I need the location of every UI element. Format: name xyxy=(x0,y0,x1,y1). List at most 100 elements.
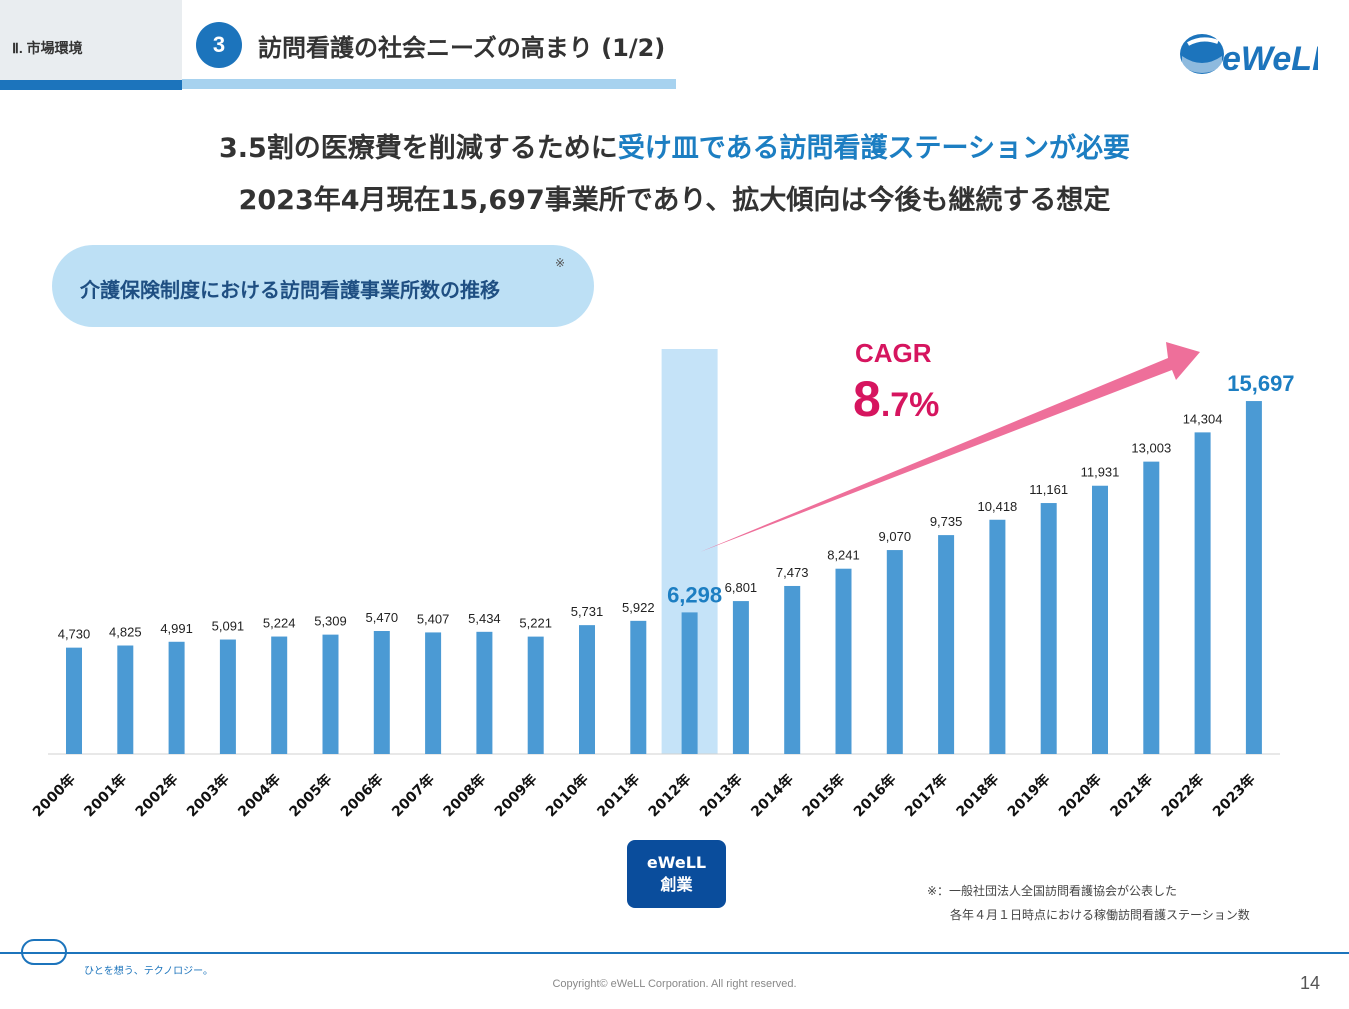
bar-2022年 xyxy=(1194,432,1211,754)
value-label-2017年: 9,735 xyxy=(930,514,963,529)
x-tick-2021年: 2021年 xyxy=(1107,771,1156,820)
x-tick-2020年: 2020年 xyxy=(1055,771,1104,820)
value-label-2019年: 11,161 xyxy=(1029,482,1068,497)
x-tick-2019年: 2019年 xyxy=(1004,771,1053,820)
bar-2021年 xyxy=(1143,461,1160,754)
x-tick-2002年: 2002年 xyxy=(132,771,181,820)
value-label-2011年: 5,922 xyxy=(622,600,655,615)
chart-title-pill xyxy=(52,245,594,327)
value-label-2010年: 5,731 xyxy=(571,604,604,619)
value-label-2022年: 14,304 xyxy=(1183,411,1223,426)
ewell-logo: eWeLL xyxy=(1180,34,1318,78)
bar-2002年 xyxy=(168,641,185,754)
bar-2000年 xyxy=(66,647,82,754)
x-tick-2014年: 2014年 xyxy=(748,771,797,820)
ewell-founding-line-1: eWeLL xyxy=(646,853,707,872)
value-label-2004年: 5,224 xyxy=(263,616,296,631)
bar-2001年 xyxy=(117,645,134,754)
x-tick-2000年: 2000年 xyxy=(29,771,78,820)
bar-2011年 xyxy=(630,620,647,754)
section-tab xyxy=(0,0,182,80)
x-tick-2008年: 2008年 xyxy=(440,771,489,820)
bar-2012年 xyxy=(681,612,698,754)
x-tick-2005年: 2005年 xyxy=(286,771,335,820)
value-label-2014年: 7,473 xyxy=(776,565,809,580)
value-label-2000年: 4,730 xyxy=(58,627,91,642)
headline-line-1: 3.5割の医療費を削減するために受け皿である訪問看護ステーションが必要 xyxy=(0,126,1349,165)
x-tick-2016年: 2016年 xyxy=(850,771,899,820)
x-tick-2006年: 2006年 xyxy=(337,771,386,820)
x-tick-2017年: 2017年 xyxy=(901,771,950,820)
cagr-value: 8.7% xyxy=(853,371,939,427)
page-number: 14 xyxy=(1300,973,1321,993)
x-tick-2003年: 2003年 xyxy=(183,771,232,820)
footer-e-logo-icon xyxy=(0,939,67,965)
headline-line-1-part-b: 受け皿である訪問看護ステーションが必要 xyxy=(617,133,1131,164)
value-label-2001年: 4,825 xyxy=(109,625,142,640)
value-label-2006年: 5,470 xyxy=(366,610,399,625)
source-note-line-1: ※：一般社団法人全国訪問看護協会が公表した xyxy=(927,884,1178,898)
x-tick-2012年: 2012年 xyxy=(645,771,694,820)
x-tick-2009年: 2009年 xyxy=(491,771,540,820)
bar-2008年 xyxy=(476,631,493,754)
ewell-founding-badge: eWeLL 創業 xyxy=(627,840,726,908)
bar-2020年 xyxy=(1092,485,1108,754)
x-tick-2007年: 2007年 xyxy=(388,771,437,820)
x-tick-2018年: 2018年 xyxy=(953,771,1002,820)
x-tick-2011年: 2011年 xyxy=(594,771,643,820)
value-label-2003年: 5,091 xyxy=(212,619,245,634)
value-label-2023年: 15,697 xyxy=(1227,371,1294,396)
value-label-2018年: 10,418 xyxy=(978,499,1018,514)
headline-line-2: 2023年4月現在15,697事業所であり、拡大傾向は今後も継続する想定 xyxy=(238,185,1111,216)
bar-2013年 xyxy=(732,601,749,754)
header-rule-light xyxy=(182,79,676,89)
chart-title-note-mark: ※ xyxy=(555,256,566,270)
bar-2006年 xyxy=(373,631,390,754)
x-tick-2010年: 2010年 xyxy=(542,771,591,820)
value-label-2009年: 5,221 xyxy=(519,616,552,631)
bar-2015年 xyxy=(835,568,852,754)
copyright: Copyright© eWeLL Corporation. All right … xyxy=(552,978,797,990)
x-tick-2013年: 2013年 xyxy=(696,771,745,820)
bar-2023年 xyxy=(1245,401,1262,754)
x-tick-2004年: 2004年 xyxy=(235,771,284,820)
bar-2010年 xyxy=(579,625,595,754)
bar-2005年 xyxy=(322,634,339,754)
footer-rule xyxy=(58,952,1349,954)
bar-2009年 xyxy=(527,636,544,754)
slide-title: 訪問看護の社会ニーズの高まり (1/2) xyxy=(258,34,666,62)
value-label-2013年: 6,801 xyxy=(725,580,758,595)
header-rule-dark xyxy=(0,80,182,90)
value-label-2012年: 6,298 xyxy=(667,582,722,607)
value-label-2021年: 13,003 xyxy=(1131,441,1171,456)
value-label-2007年: 5,407 xyxy=(417,611,450,626)
bar-2017年 xyxy=(938,535,955,754)
value-label-2020年: 11,931 xyxy=(1081,465,1120,480)
chart-title: 介護保険制度における訪問看護事業所数の推移 xyxy=(80,278,500,302)
bar-2014年 xyxy=(784,585,801,754)
x-tick-2015年: 2015年 xyxy=(799,771,848,820)
x-tick-2023年: 2023年 xyxy=(1209,771,1258,820)
bar-2019年 xyxy=(1040,503,1057,754)
value-label-2002年: 4,991 xyxy=(160,621,193,636)
headline-line-1-part-a: 3.5割の医療費を削減するために xyxy=(218,133,618,164)
bar-2007年 xyxy=(425,632,442,754)
section-number-badge: 3 xyxy=(196,22,242,68)
value-label-2015年: 8,241 xyxy=(827,548,860,563)
ewell-founding-line-2: 創業 xyxy=(660,875,693,894)
cagr-label: CAGR xyxy=(855,338,932,368)
value-label-2008年: 5,434 xyxy=(468,611,501,626)
bar-2018年 xyxy=(989,519,1006,754)
x-tick-2022年: 2022年 xyxy=(1158,771,1207,820)
bar-2003年 xyxy=(219,639,236,754)
value-label-2005年: 5,309 xyxy=(314,614,347,629)
x-tick-2001年: 2001年 xyxy=(81,771,130,820)
footer-tagline: ひとを想う、テクノロジー。 xyxy=(84,966,213,977)
value-label-2016年: 9,070 xyxy=(879,529,912,544)
source-note-line-2: 各年４月１日時点における稼働訪問看護ステーション数 xyxy=(950,908,1250,922)
logo-text: eWeLL xyxy=(1222,40,1318,78)
bar-2016年 xyxy=(886,550,903,754)
bar-2004年 xyxy=(271,636,288,754)
section-label: Ⅱ. 市場環境 xyxy=(12,40,83,56)
